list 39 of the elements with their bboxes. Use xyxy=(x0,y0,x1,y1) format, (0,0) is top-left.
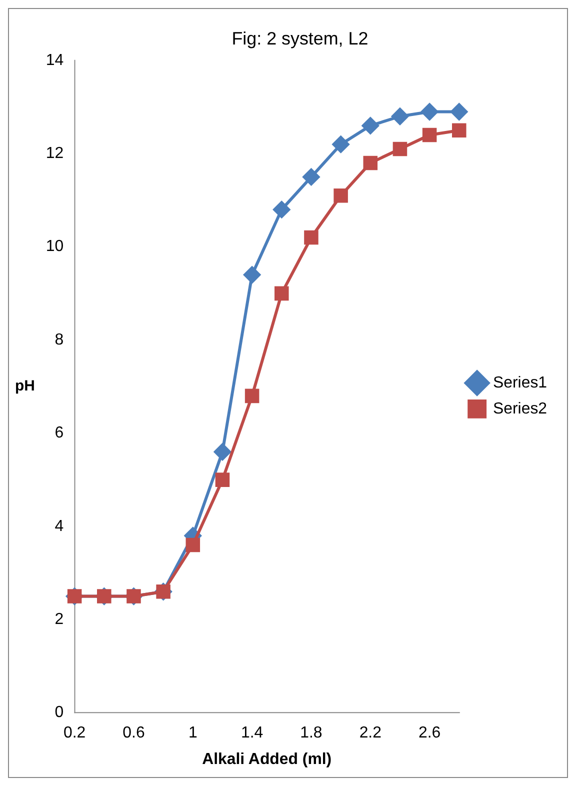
point xyxy=(273,201,290,218)
point xyxy=(302,168,320,186)
y-tick-label: 6 xyxy=(54,424,64,442)
y-tick-label: 4 xyxy=(54,518,64,535)
x-tick-label: 1 xyxy=(188,724,198,742)
x-tick-label: 2.2 xyxy=(359,724,382,742)
point xyxy=(362,117,379,134)
y-tick-label: 8 xyxy=(54,331,64,348)
point xyxy=(215,472,230,487)
point xyxy=(421,103,438,120)
chart-title: Fig: 2 system, L2 xyxy=(232,28,368,49)
x-tick-label: 1.4 xyxy=(240,724,264,742)
x-tick-label: 0.6 xyxy=(122,724,145,742)
point xyxy=(332,136,350,153)
y-tick-label: 10 xyxy=(46,238,64,256)
x-axis-title: Alkali Added (ml) xyxy=(202,750,332,768)
y-axis-title: pH xyxy=(14,378,35,395)
y-tick-label: 0 xyxy=(54,704,64,722)
point xyxy=(452,123,466,138)
x-tick-label: 0.2 xyxy=(63,724,86,742)
point xyxy=(274,286,289,301)
y-tick-label: 2 xyxy=(54,610,64,628)
x-tick-label: 2.6 xyxy=(418,724,441,742)
legend-label: Series1 xyxy=(493,374,548,392)
point xyxy=(334,188,348,203)
point xyxy=(214,443,231,460)
y-tick-label: 12 xyxy=(46,145,64,162)
point xyxy=(450,103,468,120)
point xyxy=(392,108,408,125)
point xyxy=(392,142,408,156)
point xyxy=(422,128,437,142)
point xyxy=(186,538,200,552)
point xyxy=(304,230,318,245)
point xyxy=(244,266,261,284)
point xyxy=(363,156,378,170)
legend-label: Series2 xyxy=(493,400,548,418)
point xyxy=(244,388,260,404)
y-tick-label: 14 xyxy=(46,52,64,69)
x-tick-label: 1.8 xyxy=(300,724,322,742)
